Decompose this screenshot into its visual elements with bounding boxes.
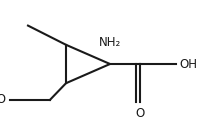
Text: NH₂: NH₂ [99, 36, 121, 49]
Text: OH: OH [179, 57, 197, 71]
Text: O: O [135, 107, 145, 120]
Text: HO: HO [0, 93, 7, 106]
